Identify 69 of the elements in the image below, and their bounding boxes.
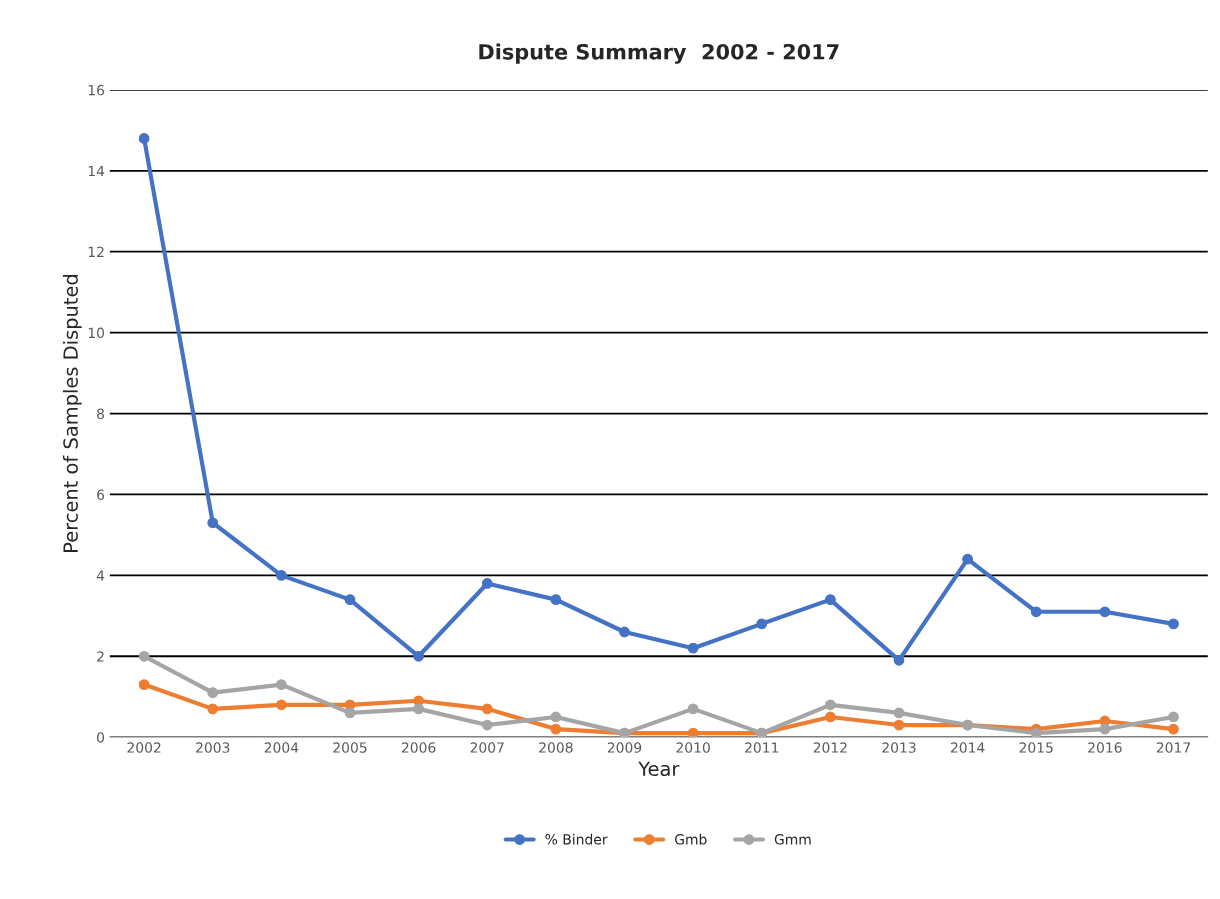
y-axis-title: Percent of Samples Disputed (62, 275, 82, 552)
point (275, 679, 287, 690)
legend-label: % Binder (545, 833, 608, 845)
y-tick-label: 6 (97, 489, 105, 500)
point (275, 699, 287, 711)
x-tick-label: 2011 (745, 742, 779, 753)
y-tick-label: 8 (97, 408, 104, 420)
point (481, 703, 493, 715)
y-tick-label: 14 (88, 165, 105, 177)
point (207, 687, 219, 699)
point (1099, 723, 1111, 735)
legend-label: Gmb (675, 833, 707, 845)
y-tick-label: 12 (88, 246, 104, 257)
legend-label: Gmm (774, 834, 811, 845)
x-tick-label: 2013 (882, 742, 916, 753)
y-tick-label: 10 (88, 327, 105, 339)
point (687, 642, 699, 654)
x-axis-title: Year (638, 761, 680, 777)
point (344, 707, 356, 719)
point (344, 594, 356, 606)
point (1168, 711, 1179, 723)
point (413, 650, 424, 662)
point (1168, 723, 1179, 735)
y-tick-label: 2 (97, 651, 104, 662)
point (550, 594, 562, 606)
point (138, 679, 150, 690)
point (138, 133, 150, 144)
x-tick-label: 2003 (196, 742, 230, 753)
y-tick-label: 4 (96, 570, 105, 581)
point (893, 654, 905, 666)
point (824, 594, 836, 606)
chart-title: Dispute Summary 2002 - 2017 (479, 43, 839, 64)
point (619, 626, 630, 638)
point (550, 711, 562, 723)
x-tick-label: 2007 (470, 742, 504, 753)
x-tick-label: 2008 (539, 742, 573, 753)
point (481, 578, 493, 589)
point (687, 703, 699, 715)
point (824, 699, 836, 711)
x-tick-label: 2005 (333, 742, 367, 753)
y-tick-label: 0 (97, 732, 105, 743)
point (275, 569, 287, 581)
x-tick-label: 2010 (676, 742, 710, 753)
x-tick-label: 2014 (950, 742, 985, 753)
point (824, 711, 836, 723)
point (962, 553, 973, 565)
point (1099, 606, 1111, 618)
point (687, 727, 699, 738)
point (893, 707, 905, 719)
point (893, 719, 905, 731)
x-tick-label: 2006 (401, 742, 436, 753)
point (1168, 618, 1179, 630)
point (207, 703, 219, 715)
x-tick-label: 2004 (264, 742, 299, 753)
x-tick-label: 2002 (127, 742, 161, 753)
point (756, 618, 768, 630)
point (481, 719, 493, 731)
x-tick-label: 2012 (813, 742, 847, 753)
point (1030, 606, 1042, 618)
point (207, 517, 219, 529)
x-tick-label: 2017 (1156, 742, 1190, 753)
x-tick-label: 2016 (1088, 742, 1122, 753)
x-tick-label: 2015 (1019, 742, 1053, 753)
point (138, 650, 150, 662)
x-tick-label: 2009 (607, 742, 642, 753)
y-tick-label: 16 (88, 84, 105, 96)
point (413, 703, 424, 715)
point (550, 723, 562, 735)
point (1030, 727, 1042, 738)
